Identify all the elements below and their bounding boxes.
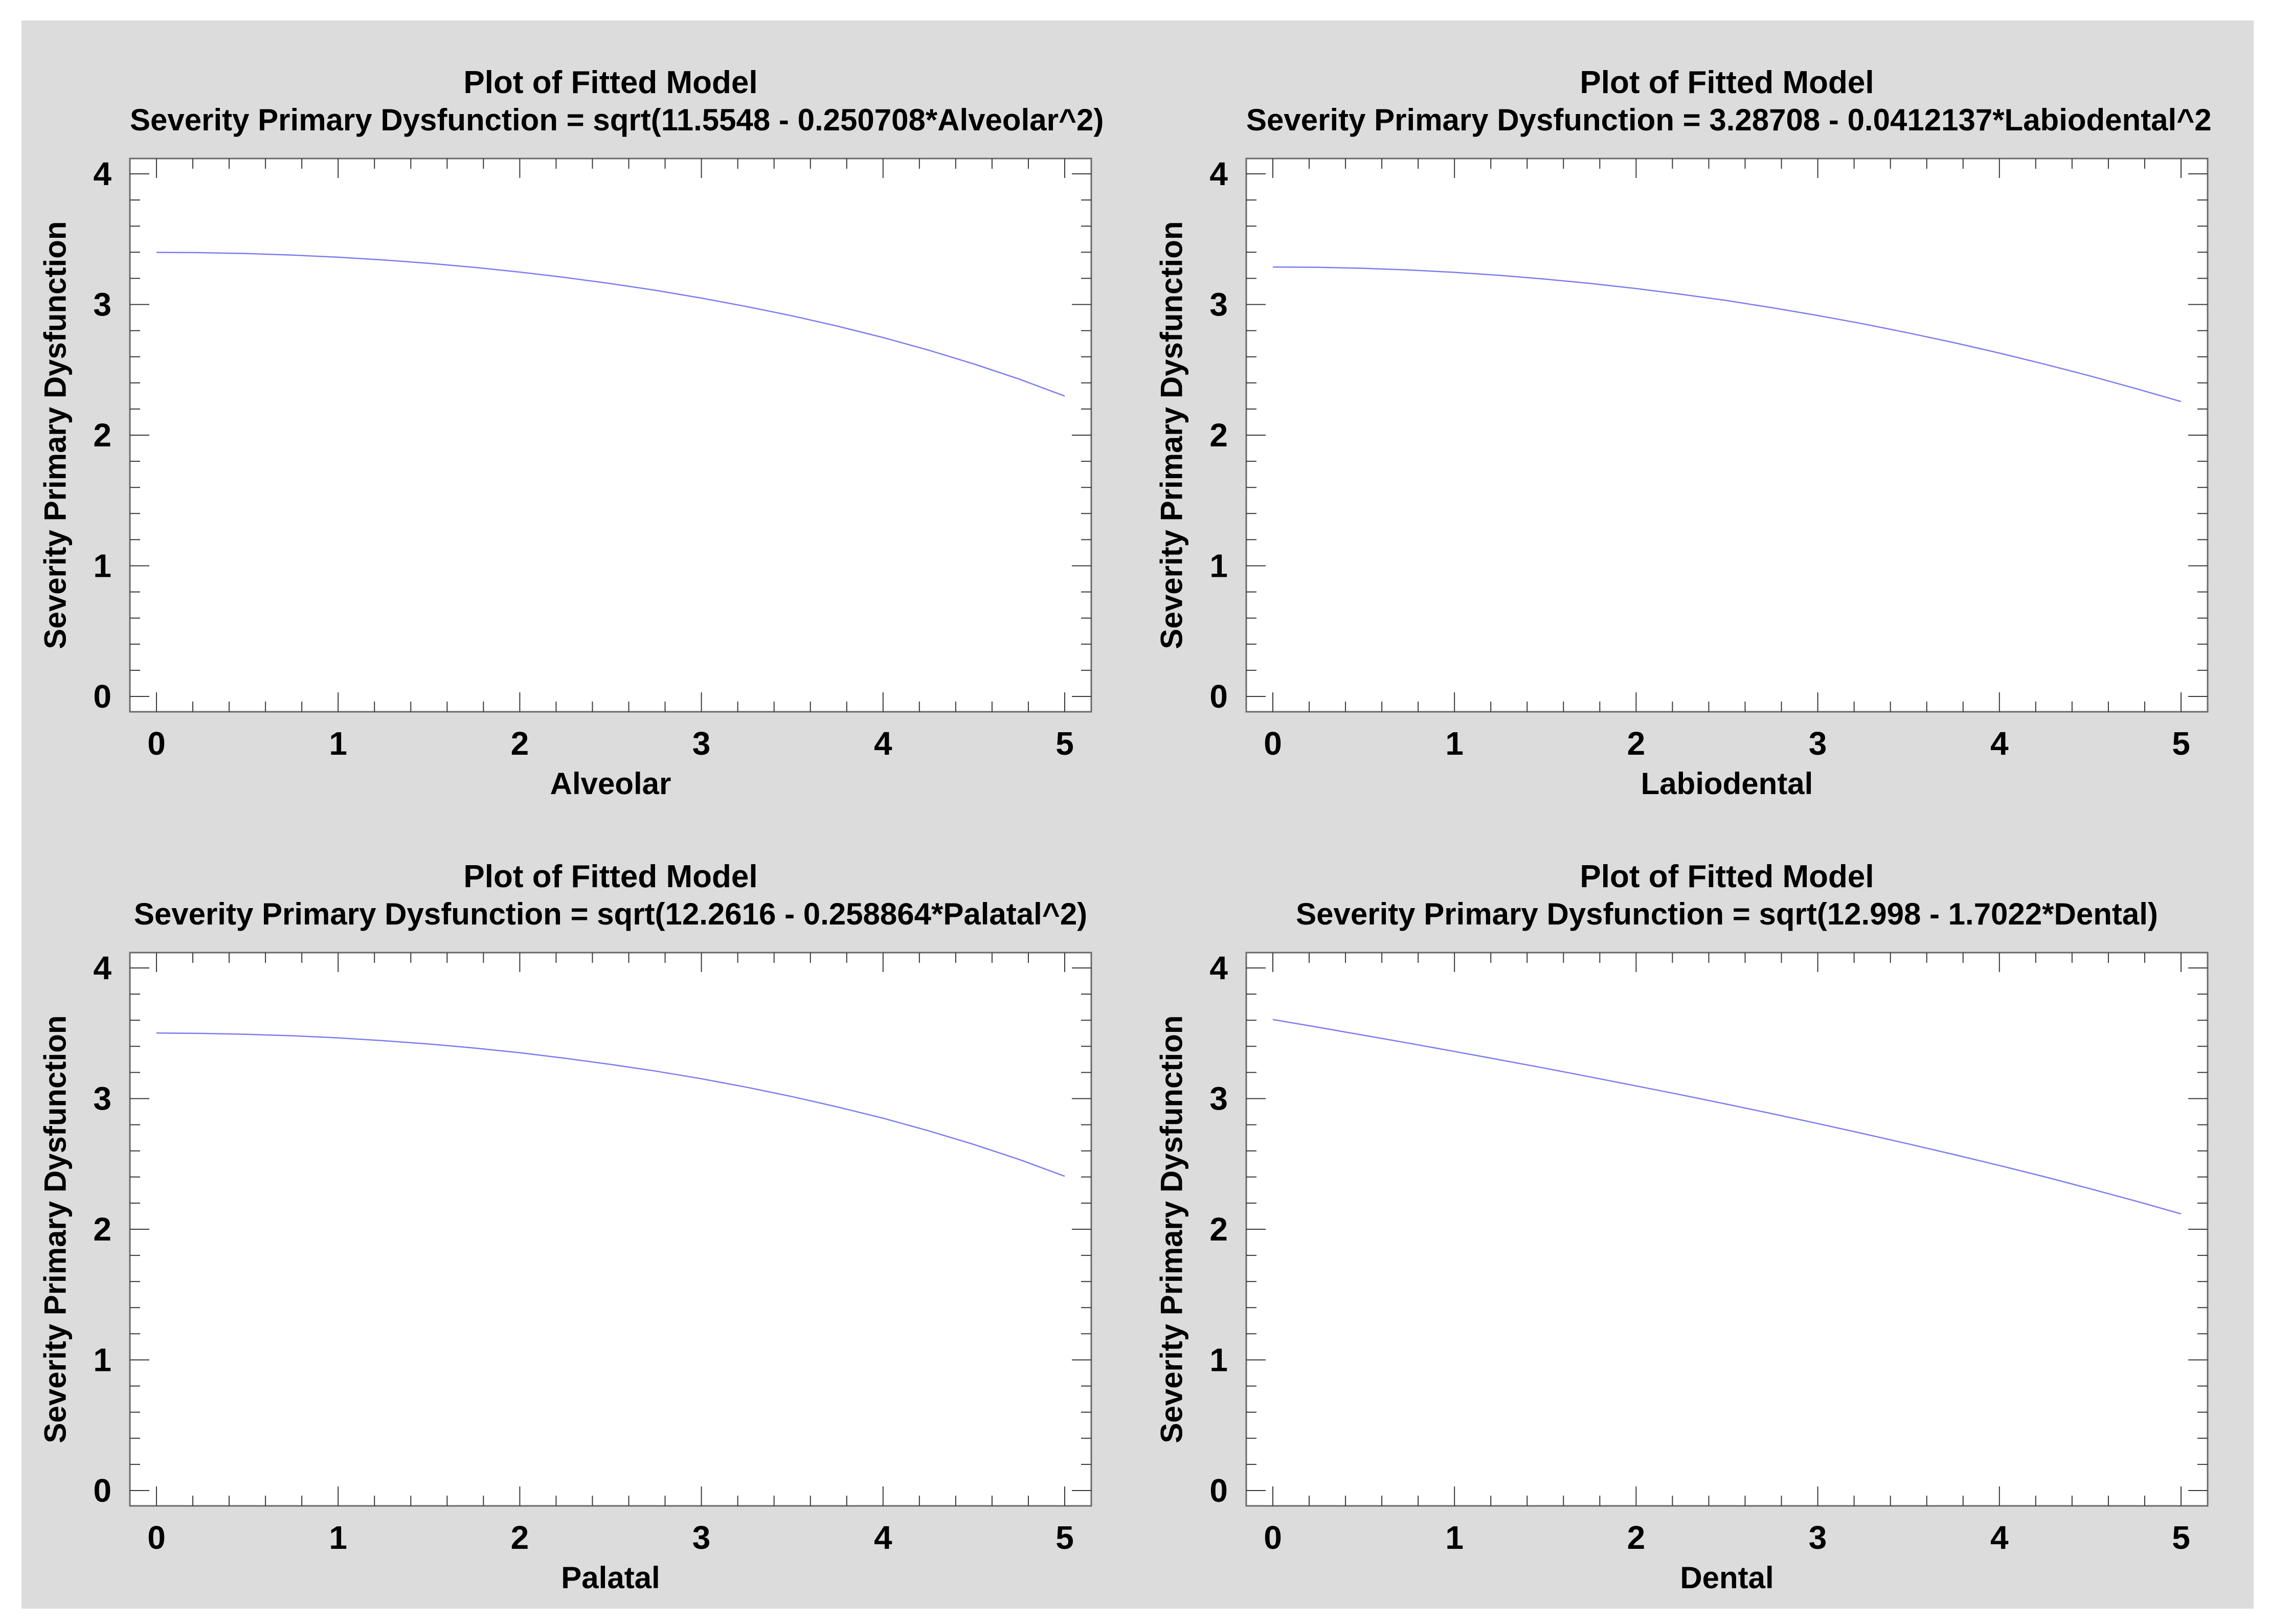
x-tick-label: 4 xyxy=(874,1519,892,1556)
y-axis-label: Severity Primary Dysfunction xyxy=(38,1015,73,1443)
plot-area-dental: 0 1 2 3 4 5 0 1 2 3 4 xyxy=(1209,950,2209,1556)
plot-equation: Severity Primary Dysfunction = sqrt(11.5… xyxy=(130,103,1104,137)
x-tick-label: 5 xyxy=(1055,725,1074,762)
y-axis-label: Severity Primary Dysfunction xyxy=(38,221,73,649)
y-tick-label: 1 xyxy=(93,548,111,584)
y-axis-label: Severity Primary Dysfunction xyxy=(1154,221,1189,649)
plot-equation: Severity Primary Dysfunction = sqrt(12.2… xyxy=(133,897,1088,931)
y-tick-label: 3 xyxy=(93,1080,111,1117)
plot-frame xyxy=(129,952,1092,1507)
plot-title: Plot of Fitted Model xyxy=(463,859,758,894)
plot-area-palatal: 0 1 2 3 4 5 0 1 2 3 4 xyxy=(93,950,1092,1556)
y-tick-label: 0 xyxy=(93,1472,111,1509)
y-tick-label: 2 xyxy=(1209,417,1228,454)
x-tick-label: 1 xyxy=(329,1519,347,1556)
plot-panel-alveolar: 0 1 2 3 4 5 0 1 2 3 4 Plot of Fitted Model Severit… xyxy=(21,20,1137,815)
x-tick-label: 0 xyxy=(1264,1519,1282,1556)
y-tick-label: 1 xyxy=(93,1342,111,1379)
x-tick-label: 3 xyxy=(692,725,711,762)
y-tick-label: 3 xyxy=(93,286,111,323)
plot-area-alveolar: 0 1 2 3 4 5 0 1 2 3 4 xyxy=(93,155,1092,762)
x-tick-label: 2 xyxy=(511,1519,529,1556)
x-tick-label: 4 xyxy=(1990,1519,2009,1556)
x-tick-label: 1 xyxy=(1445,1519,1464,1556)
x-tick-label: 5 xyxy=(2172,725,2190,762)
plot-panel-dental: 0 1 2 3 4 5 0 1 2 3 4 Plot of Fitted Model Severit… xyxy=(1138,815,2254,1609)
x-tick-label: 3 xyxy=(692,1519,711,1556)
y-tick-label: 0 xyxy=(1209,678,1228,715)
plot-equation: Severity Primary Dysfunction = 3.28708 -… xyxy=(1246,103,2212,137)
plot-panel-palatal: 0 1 2 3 4 5 0 1 2 3 4 Plot of Fitted Model Severit… xyxy=(21,815,1137,1609)
y-axis-label: Severity Primary Dysfunction xyxy=(1154,1015,1189,1443)
x-tick-label: 2 xyxy=(511,725,529,762)
y-tick-label: 4 xyxy=(93,155,111,192)
y-tick-label: 3 xyxy=(1209,1080,1228,1117)
y-tick-label: 1 xyxy=(1209,1342,1228,1379)
plot-area-labiodental: 0 1 2 3 4 5 0 1 2 3 4 xyxy=(1209,155,2209,762)
y-tick-label: 2 xyxy=(93,1211,111,1248)
plot-equation: Severity Primary Dysfunction = sqrt(12.9… xyxy=(1296,897,2158,931)
y-tick-label: 2 xyxy=(93,417,111,454)
plot-panel-labiodental: 0 1 2 3 4 5 0 1 2 3 4 Plot of Fitted Model Severit… xyxy=(1138,20,2254,815)
plot-title: Plot of Fitted Model xyxy=(1580,859,1874,894)
y-tick-label: 2 xyxy=(1209,1211,1228,1248)
y-tick-label: 0 xyxy=(1209,1472,1228,1509)
fitted-curve xyxy=(1272,1019,2182,1215)
x-tick-label: 0 xyxy=(147,725,166,762)
x-tick-label: 4 xyxy=(1990,725,2009,762)
plot-frame xyxy=(1245,157,2209,713)
x-axis-label: Palatal xyxy=(561,1561,660,1595)
fitted-curve xyxy=(1272,266,2182,402)
plot-title: Plot of Fitted Model xyxy=(1580,65,1874,100)
y-tick-label: 3 xyxy=(1209,286,1228,323)
y-tick-label: 1 xyxy=(1209,548,1228,584)
x-tick-label: 0 xyxy=(147,1519,166,1556)
plot-title: Plot of Fitted Model xyxy=(463,65,758,100)
x-tick-label: 1 xyxy=(1445,725,1464,762)
x-axis-label: Labiodental xyxy=(1641,766,1813,801)
x-axis-label: Alveolar xyxy=(550,766,671,801)
x-tick-label: 5 xyxy=(2172,1519,2190,1556)
y-tick-label: 4 xyxy=(1209,950,1228,986)
x-axis-label: Dental xyxy=(1680,1561,1774,1595)
x-tick-label: 2 xyxy=(1627,1519,1646,1556)
plots-canvas: 0 1 2 3 4 5 0 1 2 3 4 Plot of Fitted Model Severit… xyxy=(21,20,2254,1609)
y-tick-label: 4 xyxy=(93,950,111,986)
x-tick-label: 4 xyxy=(874,725,892,762)
x-tick-label: 0 xyxy=(1264,725,1282,762)
plot-frame xyxy=(129,157,1092,713)
x-tick-label: 3 xyxy=(1809,1519,1827,1556)
fitted-curve xyxy=(156,252,1065,397)
x-tick-label: 2 xyxy=(1627,725,1646,762)
x-tick-label: 1 xyxy=(329,725,347,762)
fitted-curve xyxy=(156,1032,1065,1177)
y-tick-label: 0 xyxy=(93,678,111,715)
plot-frame xyxy=(1245,952,2209,1507)
y-tick-label: 4 xyxy=(1209,155,1228,192)
x-tick-label: 5 xyxy=(1055,1519,1074,1556)
x-tick-label: 3 xyxy=(1809,725,1827,762)
